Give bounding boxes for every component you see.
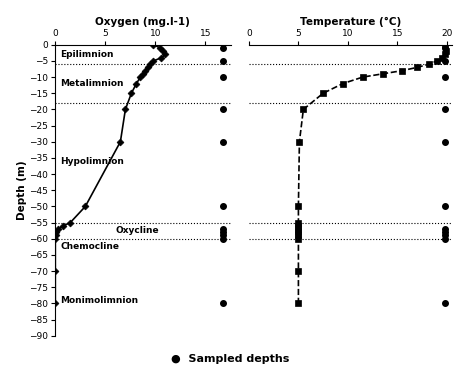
Text: Epilimnion: Epilimnion [60, 50, 114, 59]
Text: Hypolimnion: Hypolimnion [60, 157, 124, 166]
X-axis label: Temperature (°C): Temperature (°C) [300, 16, 401, 26]
X-axis label: Oxygen (mg.l-1): Oxygen (mg.l-1) [95, 17, 190, 26]
Text: Chemocline: Chemocline [60, 242, 119, 251]
Text: Oxycline: Oxycline [115, 226, 159, 235]
Text: Metalimnion: Metalimnion [60, 79, 124, 88]
Text: Monimolimnion: Monimolimnion [60, 296, 138, 305]
Text: ●  Sampled depths: ● Sampled depths [171, 354, 290, 364]
Y-axis label: Depth (m): Depth (m) [17, 160, 27, 220]
